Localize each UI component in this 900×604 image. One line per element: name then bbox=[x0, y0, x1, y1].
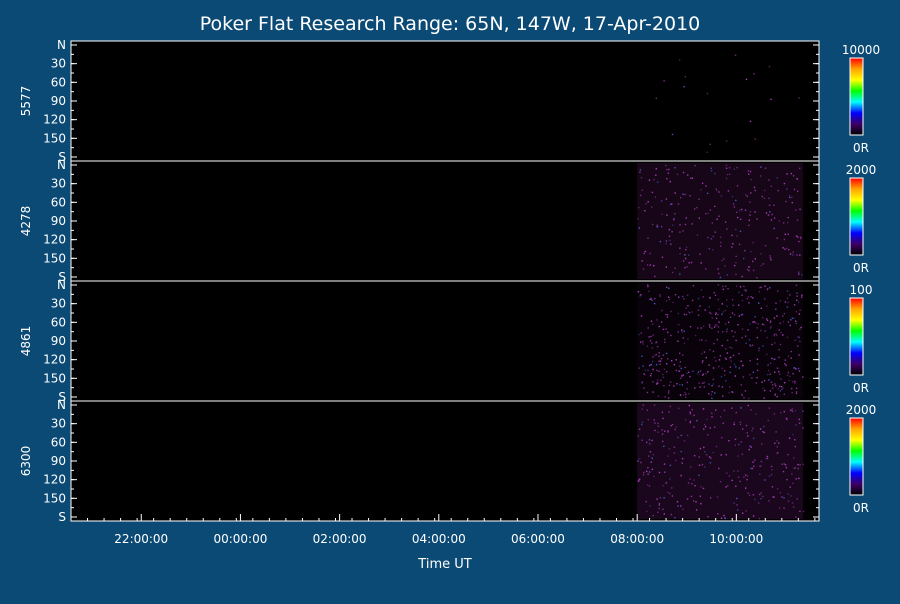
panel-4861-ytick: 30 bbox=[51, 297, 66, 311]
panel-5577-ytick: 120 bbox=[43, 113, 66, 127]
panel-4861-label: 4861 bbox=[19, 326, 33, 357]
panel-4861-colorbar-min: 0R bbox=[853, 381, 869, 395]
panel-6300-colorbar-min: 0R bbox=[853, 501, 869, 515]
plot-frame bbox=[70, 40, 820, 522]
panel-6300-ytick: N bbox=[57, 398, 66, 412]
panel-6300-ytick: 150 bbox=[43, 491, 66, 505]
panel-4861-ytick: S bbox=[58, 390, 66, 404]
panel-4861-signal bbox=[637, 283, 803, 399]
x-axis-label: Time UT bbox=[417, 557, 471, 572]
panel-4861-colorbar-max: 100 bbox=[850, 283, 873, 297]
panel-4861-ytick: 60 bbox=[51, 315, 66, 329]
panel-4278-label: 4278 bbox=[19, 206, 33, 237]
panel-5577-ytick: 60 bbox=[51, 75, 66, 89]
panel-4278-ytick: S bbox=[58, 270, 66, 284]
panel-4278-plot bbox=[71, 161, 819, 281]
panel-5577-colorbar-max: 10000 bbox=[842, 43, 880, 57]
panel-4861-ytick: 90 bbox=[51, 334, 66, 348]
panel-6300-speckle bbox=[637, 404, 805, 520]
x-tick-label: 04:00:00 bbox=[412, 532, 466, 546]
panel-5577-label: 5577 bbox=[19, 86, 33, 117]
panel-6300-ytick: 90 bbox=[51, 454, 66, 468]
panel-4861-ytick: N bbox=[57, 278, 66, 292]
panel-4278-ytick: 120 bbox=[43, 233, 66, 247]
panel-4278-ytick: N bbox=[57, 158, 66, 172]
panel-4278-colorbar bbox=[849, 177, 864, 256]
panel-6300-ytick: 60 bbox=[51, 435, 66, 449]
panel-6300-colorbar-max: 2000 bbox=[846, 403, 877, 417]
panel-4278-ytick: 60 bbox=[51, 195, 66, 209]
panel-4278-speckle bbox=[637, 164, 803, 279]
panel-4278-ytick: 90 bbox=[51, 214, 66, 228]
x-tick-label: 08:00:00 bbox=[610, 532, 664, 546]
panel-4861-ytick: 150 bbox=[43, 371, 66, 385]
panel-6300-plot bbox=[71, 401, 819, 521]
panel-6300-label: 6300 bbox=[19, 446, 33, 477]
panel-4861-colorbar bbox=[849, 297, 864, 376]
chart-title: Poker Flat Research Range: 65N, 147W, 17… bbox=[200, 13, 701, 35]
panel-5577-colorbar bbox=[849, 57, 864, 136]
panel-5577-colorbar-min: 0R bbox=[853, 141, 869, 155]
panel-6300-ytick: 30 bbox=[51, 417, 66, 431]
panel-5577-plot bbox=[71, 41, 819, 161]
panel-5577-speckle bbox=[655, 54, 800, 153]
panel-6300-ytick: 120 bbox=[43, 473, 66, 487]
panel-4861-plot bbox=[71, 281, 819, 401]
x-tick-label: 00:00:00 bbox=[213, 532, 267, 546]
panel-5577-ytick: 90 bbox=[51, 94, 66, 108]
panel-6300-ytick: S bbox=[58, 510, 66, 524]
panel-4278-ytick: 150 bbox=[43, 251, 66, 265]
x-tick-label: 10:00:00 bbox=[709, 532, 763, 546]
panel-5577-ytick: S bbox=[58, 150, 66, 164]
panel-4278-signal bbox=[637, 163, 803, 279]
panel-4278-colorbar-min: 0R bbox=[853, 261, 869, 275]
panel-4861-speckle bbox=[637, 284, 804, 400]
panel-4278-ytick: 30 bbox=[51, 177, 66, 191]
panel-5577-ytick: 150 bbox=[43, 131, 66, 145]
panel-6300-colorbar bbox=[849, 417, 864, 496]
x-tick-label: 06:00:00 bbox=[511, 532, 565, 546]
panel-6300-signal bbox=[637, 403, 803, 519]
x-tick-label: 22:00:00 bbox=[114, 532, 168, 546]
x-tick-label: 02:00:00 bbox=[313, 532, 367, 546]
panel-5577-ytick: N bbox=[57, 38, 66, 52]
panel-5577-ytick: 30 bbox=[51, 57, 66, 71]
panel-4861-ytick: 120 bbox=[43, 353, 66, 367]
panel-4278-colorbar-max: 2000 bbox=[846, 163, 877, 177]
